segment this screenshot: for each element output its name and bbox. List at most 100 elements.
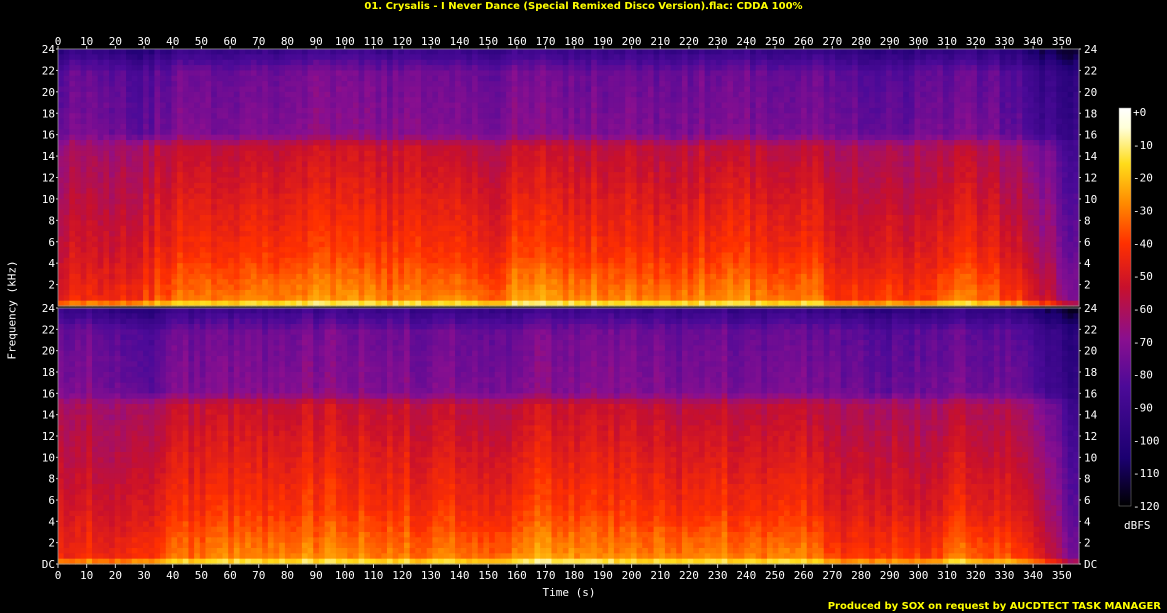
spectrogram-cell <box>517 97 524 104</box>
spectrogram-cell <box>341 49 348 55</box>
spectrogram-cell <box>506 123 513 130</box>
spectrogram-cell <box>455 257 462 264</box>
spectrogram-cell <box>273 145 280 152</box>
spectrogram-cell <box>69 220 76 227</box>
spectrogram-cell <box>97 263 104 270</box>
spectrogram-cell <box>619 97 626 104</box>
spectrogram-cell <box>483 156 490 163</box>
spectrogram-cell <box>216 70 224 77</box>
spectrogram-cell <box>250 231 258 237</box>
spectrogram-cell <box>273 231 280 237</box>
spectrogram-cell <box>591 129 598 136</box>
spectrogram-cell <box>296 81 303 88</box>
spectrogram-cell <box>137 129 144 136</box>
spectrogram-cell <box>347 107 354 114</box>
spectrogram-cell <box>443 188 450 195</box>
spectrogram-cell <box>358 263 365 270</box>
spectrogram-cell <box>352 140 360 146</box>
spectrogram-cell <box>165 81 173 88</box>
spectrogram-cell <box>642 129 649 136</box>
spectrogram-cell <box>494 182 502 189</box>
spectrogram-cell <box>364 145 371 152</box>
spectrogram-cell <box>386 49 394 55</box>
spectrogram-cell <box>211 54 218 61</box>
spectrogram-cell <box>438 263 445 270</box>
spectrogram-cell <box>211 177 218 184</box>
spectrogram-cell <box>477 252 485 259</box>
spectrogram-cell <box>199 241 207 248</box>
spectrogram-cell <box>579 70 587 77</box>
spectrogram-cell <box>86 97 93 104</box>
spectrogram-cell <box>296 156 303 163</box>
spectrogram-cell <box>171 129 178 136</box>
spectrogram-cell <box>69 300 76 307</box>
spectrogram-cell <box>489 97 496 104</box>
spectrogram-cell <box>375 118 382 125</box>
spectrogram-cell <box>381 284 388 291</box>
spectrogram-cell <box>188 156 195 163</box>
spectrogram-cell <box>585 65 592 72</box>
spectrogram-cell <box>568 214 575 221</box>
spectrogram-cell <box>222 177 229 184</box>
spectrogram-cell <box>171 193 178 200</box>
spectrogram-cell <box>426 91 433 98</box>
spectrogram-cell <box>392 268 399 275</box>
spectrogram-cell <box>109 107 116 114</box>
spectrogram-cell <box>511 166 519 173</box>
spectrogram-cell <box>154 161 161 168</box>
spectrogram-cell <box>540 198 547 205</box>
spectrogram-cell <box>557 134 564 141</box>
spectrogram-cell <box>182 300 190 307</box>
spectrogram-cell <box>562 140 570 146</box>
spectrogram-cell <box>182 177 190 184</box>
spectrogram-cell <box>148 134 156 141</box>
spectrogram-cell <box>421 182 428 189</box>
spectrogram-cell <box>602 300 609 307</box>
spectrogram-cell <box>347 182 354 189</box>
spectrogram-cell <box>256 113 263 120</box>
spectrogram-cell <box>358 102 365 109</box>
spectrogram-cell <box>489 102 496 109</box>
spectrogram-cell <box>562 193 570 200</box>
spectrogram-cell <box>137 172 144 179</box>
spectrogram-cell <box>188 198 195 205</box>
spectrogram-cell <box>205 102 212 109</box>
spectrogram-cell <box>500 118 507 125</box>
spectrogram-cell <box>182 134 190 141</box>
spectrogram-cell <box>369 161 377 168</box>
spectrogram-cell <box>608 172 615 179</box>
spectrogram-cell <box>381 241 388 248</box>
spectrogram-cell <box>199 263 207 270</box>
spectrogram-cell <box>630 118 638 125</box>
spectrogram-cell <box>75 209 82 216</box>
spectrogram-cell <box>477 134 485 141</box>
spectrogram-cell <box>177 65 184 72</box>
spectrogram-cell <box>375 145 382 152</box>
spectrogram-cell <box>602 236 609 243</box>
spectrogram-cell <box>602 220 609 227</box>
spectrogram-cell <box>109 188 116 195</box>
spectrogram-cell <box>483 204 490 211</box>
spectrogram-cell <box>574 289 581 296</box>
spectrogram-cell <box>335 59 343 66</box>
spectrogram-cell <box>585 145 592 152</box>
spectrogram-cell <box>301 263 309 270</box>
spectrogram-cell <box>404 204 411 211</box>
spectrogram-cell <box>528 209 536 216</box>
spectrogram-cell <box>545 54 553 61</box>
spectrogram-cell <box>426 102 433 109</box>
spectrogram-cell <box>313 188 320 195</box>
spectrogram-cell <box>409 182 416 189</box>
spectrogram-cell <box>562 257 570 264</box>
spectrogram-cell <box>256 220 263 227</box>
spectrogram-cell <box>602 102 609 109</box>
spectrogram-cell <box>92 182 99 189</box>
spectrogram-cell <box>114 193 121 200</box>
spectrogram-cell <box>239 204 246 211</box>
spectrogram-cell <box>148 182 156 189</box>
spectrogram-cell <box>466 247 473 254</box>
spectrogram-cell <box>381 252 388 259</box>
spectrogram-cell <box>375 107 382 114</box>
spectrogram-cell <box>630 284 638 291</box>
spectrogram-cell <box>211 220 218 227</box>
